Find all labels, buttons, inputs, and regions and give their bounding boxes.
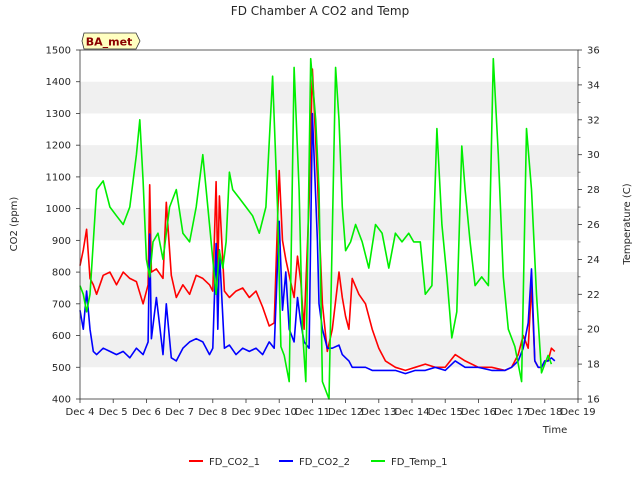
x-tick-label: Dec 18	[527, 407, 562, 418]
right-tick-label: 36	[587, 46, 600, 57]
left-tick-label: 1100	[46, 172, 71, 183]
left-tick-label: 400	[52, 395, 71, 406]
left-axis-label: CO2 (ppm)	[9, 197, 20, 252]
x-axis-ticks: Dec 4 Dec 5 Dec 6 Dec 7 Dec 8 Dec 9 Dec 10Dec …	[66, 399, 596, 418]
site-badge: BA_met	[81, 32, 141, 50]
left-tick-label: 1000	[46, 204, 71, 215]
right-tick-label: 32	[587, 115, 600, 126]
grid-band	[80, 81, 578, 114]
x-tick-label: Dec 15	[428, 407, 463, 418]
plot-background-bands	[80, 81, 578, 368]
left-tick-label: 700	[52, 299, 71, 310]
right-tick-label: 24	[587, 255, 600, 266]
x-tick-label: Dec 8	[198, 407, 227, 418]
left-tick-label: 1500	[46, 46, 71, 57]
right-axis-ticks: 16 18 20 22 24 26 28 30 32 34 36	[578, 46, 600, 406]
right-tick-label: 34	[587, 80, 600, 91]
chart-title: FD Chamber A CO2 and Temp	[231, 4, 409, 18]
right-tick-label: 16	[587, 395, 600, 406]
x-tick-label: Dec 7	[165, 407, 194, 418]
x-tick-label: Dec 9	[232, 407, 261, 418]
right-tick-label: 22	[587, 290, 600, 301]
grid-band	[80, 145, 578, 177]
chart-legend: FD_CO2_1 FD_CO2_2 FD_Temp_1	[189, 457, 447, 468]
right-tick-label: 18	[587, 360, 600, 371]
x-tick-label: Dec 17	[494, 407, 529, 418]
site-badge-label: BA_met	[86, 36, 133, 49]
left-tick-label: 600	[52, 331, 71, 342]
right-tick-label: 30	[587, 150, 600, 161]
left-tick-label: 900	[52, 236, 71, 247]
x-tick-label: Dec 16	[461, 407, 496, 418]
x-tick-label: Dec 11	[295, 407, 330, 418]
left-tick-label: 800	[52, 268, 71, 279]
legend-label: FD_CO2_2	[299, 457, 350, 468]
left-tick-label: 500	[52, 363, 71, 374]
x-tick-label: Dec 6	[132, 407, 161, 418]
x-tick-label: Dec 5	[99, 407, 128, 418]
x-tick-label: Dec 13	[361, 407, 396, 418]
site-badge-box	[81, 32, 141, 50]
x-tick-label: Dec 19	[560, 407, 595, 418]
x-tick-label: Dec 4	[66, 407, 95, 418]
legend-label: FD_CO2_1	[209, 457, 260, 468]
left-tick-label: 1200	[46, 141, 71, 152]
left-tick-label: 1300	[46, 109, 71, 120]
grid-band	[80, 208, 578, 241]
right-tick-label: 28	[587, 185, 600, 196]
x-tick-label: Dec 14	[394, 407, 429, 418]
series-line-fd-co2-1	[79, 68, 556, 372]
x-tick-label: Dec 12	[328, 407, 363, 418]
left-axis-ticks: 400 500 600 700 800 900 1000 1100 1200 1300 1400 15…	[46, 46, 80, 406]
legend-label: FD_Temp_1	[391, 457, 447, 468]
x-tick-label: Dec 10	[262, 407, 297, 418]
x-axis-label: Time	[542, 425, 567, 436]
series-line-fd-temp-1	[79, 57, 553, 400]
right-tick-label: 20	[587, 325, 600, 336]
right-tick-label: 26	[587, 220, 600, 231]
left-tick-label: 1400	[46, 77, 71, 88]
plot-series-lines	[79, 57, 556, 400]
right-axis-label: Temperature (C)	[622, 183, 633, 265]
